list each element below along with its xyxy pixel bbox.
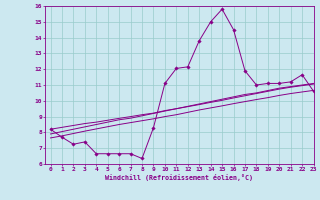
X-axis label: Windchill (Refroidissement éolien,°C): Windchill (Refroidissement éolien,°C)	[105, 174, 253, 181]
